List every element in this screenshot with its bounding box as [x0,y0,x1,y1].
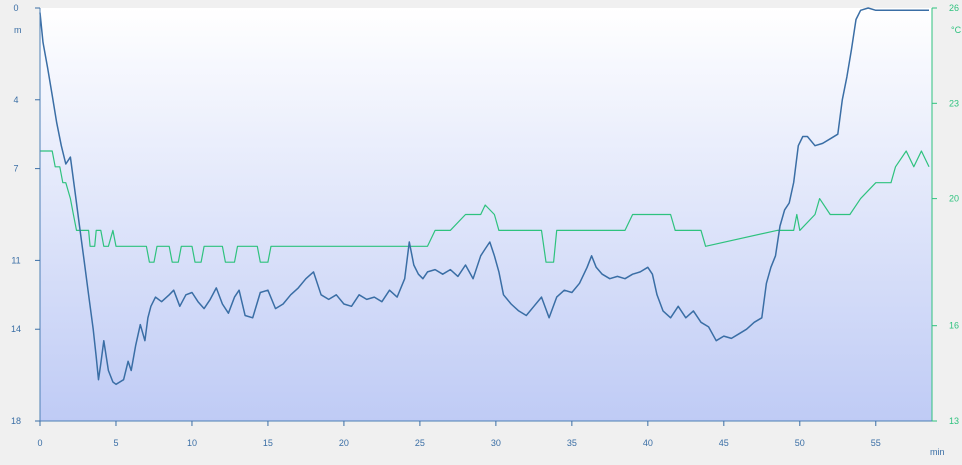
right-tick-label: 16 [949,321,959,331]
x-tick-label: 40 [643,438,653,448]
temperature-line [40,150,930,263]
x-tick-label: 45 [719,438,729,448]
left-axis-unit: m [14,25,22,35]
x-tick-label: 55 [871,438,881,448]
left-tick-label: 0 [13,3,18,13]
x-tick-label: 30 [491,438,501,448]
right-tick-label: 13 [949,416,959,426]
depth-line [39,7,929,386]
left-tick-label: 18 [11,416,21,426]
right-axis-unit: °C [951,25,962,35]
x-tick-label: 25 [415,438,425,448]
x-tick-label: 20 [339,438,349,448]
right-axis-ticks: 13 16 20 23 26 [932,3,959,426]
right-tick-label: 23 [949,98,959,108]
x-tick-label: 5 [113,438,118,448]
temperature-series [40,150,930,263]
x-tick-label: 50 [795,438,805,448]
x-tick-label: 35 [567,438,577,448]
x-tick-label: 0 [37,438,42,448]
depth-series [39,7,929,386]
right-tick-label: 26 [949,3,959,13]
left-tick-label: 7 [13,164,18,174]
x-tick-label: 10 [187,438,197,448]
right-tick-label: 20 [949,194,959,204]
left-tick-label: 14 [11,324,21,334]
left-tick-label: 4 [13,95,18,105]
x-tick-label: 15 [263,438,273,448]
left-axis-ticks: 0 4 7 11 14 18 [11,3,40,426]
x-axis-unit: min [930,447,945,457]
left-tick-label: 11 [11,255,20,265]
plot-area [40,8,932,421]
x-axis-ticks: 0 5 10 15 20 25 30 35 40 45 50 55 [37,421,881,448]
